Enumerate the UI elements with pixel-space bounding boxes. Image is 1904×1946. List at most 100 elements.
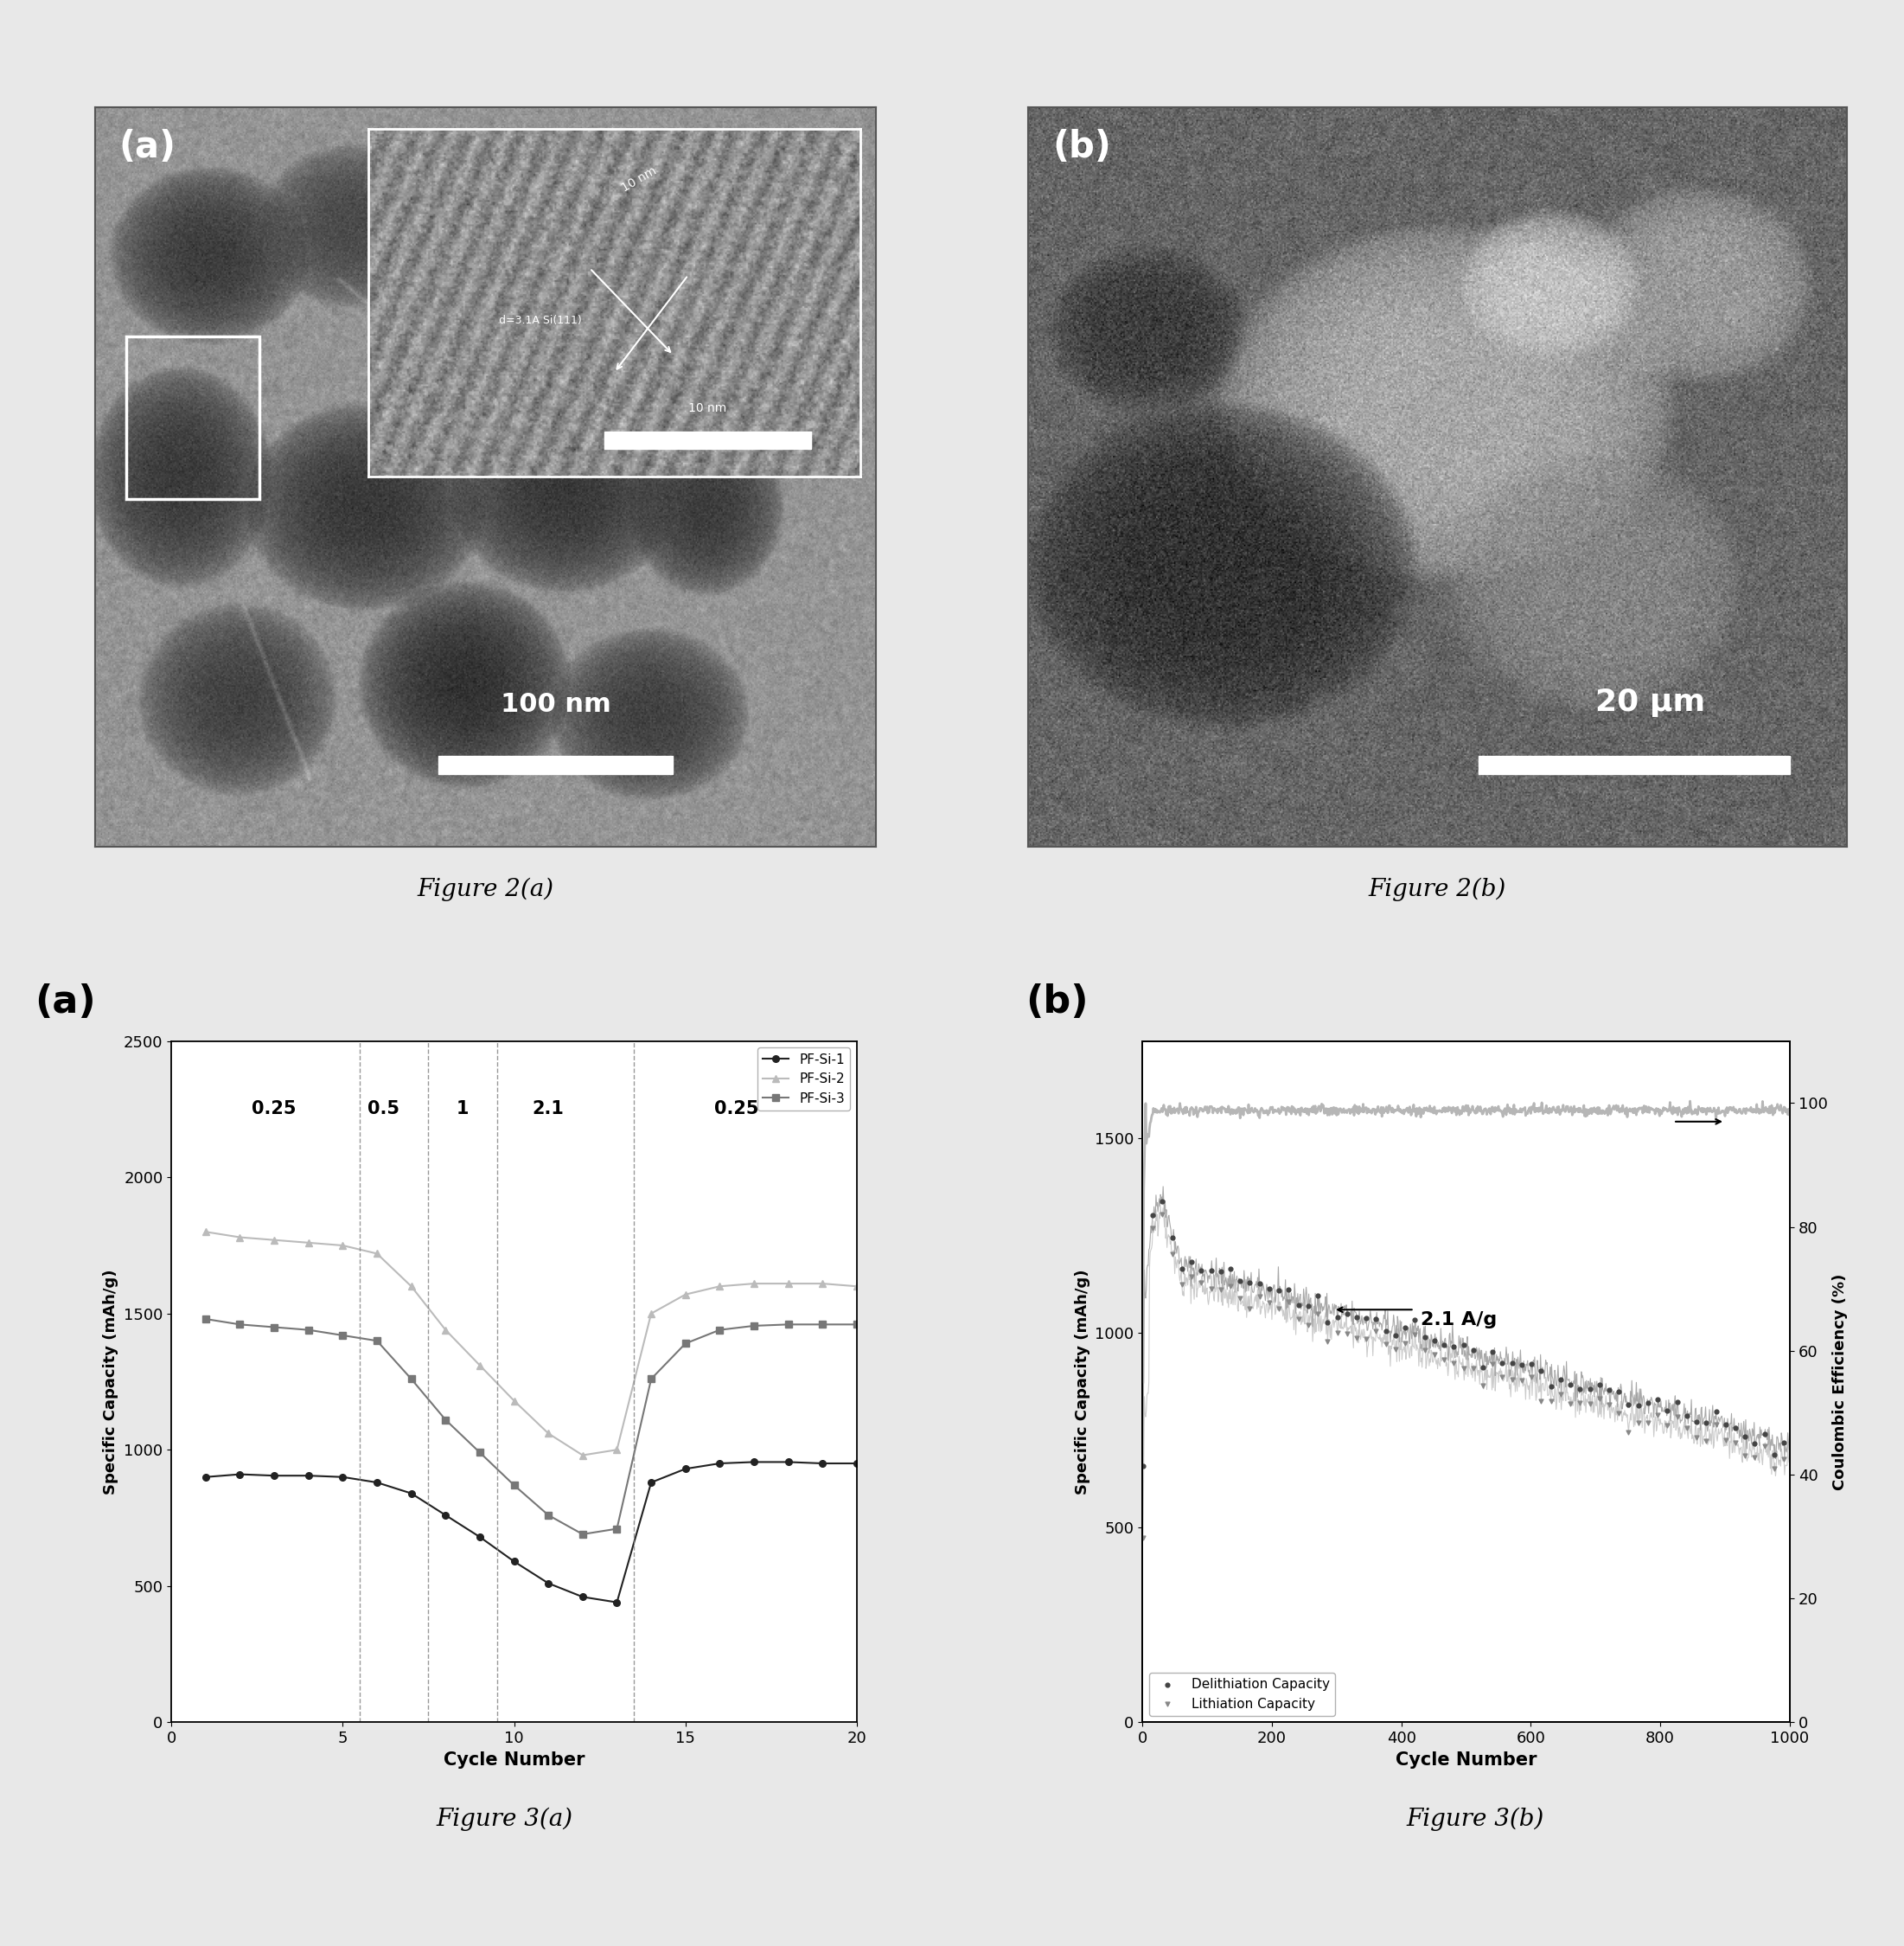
PF-Si-3	[640, 1368, 663, 1391]
Delithiation Capacity	[1731, 1421, 1761, 1452]
PF-Si-1	[434, 1504, 457, 1528]
Lithiation Capacity	[1575, 1389, 1605, 1421]
Text: (b): (b)	[1053, 128, 1112, 165]
Lithiation Capacity	[1740, 1442, 1771, 1473]
Delithiation Capacity	[1537, 1372, 1567, 1403]
Lithiation Capacity	[1409, 1335, 1439, 1366]
Lithiation Capacity	[1361, 1315, 1392, 1347]
Delithiation Capacity	[1506, 1349, 1537, 1380]
Delithiation Capacity	[1468, 1352, 1498, 1384]
Lithiation Capacity	[1264, 1294, 1295, 1325]
Delithiation Capacity	[1331, 1298, 1361, 1329]
Text: 0.25: 0.25	[714, 1101, 760, 1117]
Delithiation Capacity	[1613, 1389, 1643, 1421]
PF-Si-3	[263, 1315, 286, 1339]
Delithiation Capacity	[1234, 1267, 1264, 1298]
PF-Si-1	[811, 1452, 834, 1475]
Lithiation Capacity	[1245, 1280, 1276, 1312]
Delithiation Capacity	[1399, 1304, 1430, 1335]
PF-Si-2	[468, 1354, 491, 1378]
Text: (b): (b)	[1026, 983, 1089, 1020]
PF-Si-3	[708, 1317, 731, 1341]
Delithiation Capacity	[1565, 1374, 1596, 1405]
Delithiation Capacity	[1516, 1349, 1546, 1380]
Lithiation Capacity	[1584, 1382, 1615, 1413]
Lithiation Capacity	[1283, 1304, 1314, 1335]
Lithiation Capacity	[1603, 1397, 1634, 1428]
Lithiation Capacity	[1769, 1444, 1799, 1475]
Line: PF-Si-1: PF-Si-1	[202, 1460, 861, 1605]
PF-Si-2	[845, 1275, 868, 1298]
Lithiation Capacity	[1634, 1407, 1664, 1438]
Lithiation Capacity	[1177, 1261, 1207, 1292]
Lithiation Capacity	[1537, 1386, 1567, 1417]
PF-Si-2	[228, 1226, 251, 1249]
Lithiation Capacity	[1205, 1275, 1236, 1306]
PF-Si-1	[400, 1481, 423, 1504]
Delithiation Capacity	[1449, 1329, 1479, 1360]
PF-Si-2	[743, 1273, 765, 1296]
Lithiation Capacity	[1506, 1364, 1537, 1395]
Text: (a): (a)	[118, 128, 175, 165]
Lithiation Capacity	[1439, 1347, 1470, 1378]
Delithiation Capacity	[1302, 1280, 1333, 1312]
Lithiation Capacity	[1478, 1349, 1508, 1380]
PF-Si-1	[263, 1463, 286, 1487]
Delithiation Capacity	[1352, 1302, 1382, 1333]
PF-Si-2	[777, 1273, 800, 1296]
Lithiation Capacity	[1342, 1321, 1373, 1352]
PF-Si-3	[605, 1518, 628, 1541]
Lithiation Capacity	[1556, 1389, 1586, 1421]
Text: 0.25: 0.25	[251, 1101, 297, 1117]
Delithiation Capacity	[1321, 1302, 1352, 1333]
Lithiation Capacity	[1468, 1370, 1498, 1401]
Lithiation Capacity	[1719, 1426, 1750, 1458]
PF-Si-1	[537, 1572, 560, 1596]
Lithiation Capacity	[1458, 1352, 1489, 1384]
Delithiation Capacity	[1264, 1275, 1295, 1306]
Lithiation Capacity	[1691, 1424, 1721, 1456]
PF-Si-3	[297, 1317, 320, 1341]
Text: 1: 1	[457, 1101, 468, 1117]
Lithiation Capacity	[1653, 1409, 1683, 1440]
Lithiation Capacity	[1167, 1269, 1198, 1300]
Delithiation Capacity	[1127, 1450, 1158, 1481]
PF-Si-3	[228, 1314, 251, 1337]
PF-Si-2	[503, 1389, 526, 1413]
Delithiation Capacity	[1594, 1374, 1624, 1405]
Lithiation Capacity	[1371, 1329, 1401, 1360]
Y-axis label: Coulombic Efficiency (%): Coulombic Efficiency (%)	[1832, 1273, 1847, 1491]
Delithiation Capacity	[1497, 1349, 1527, 1380]
Text: Figure 2(b): Figure 2(b)	[1369, 878, 1506, 901]
PF-Si-2	[605, 1438, 628, 1461]
Y-axis label: Specific Capacity (mAh/g): Specific Capacity (mAh/g)	[103, 1269, 118, 1495]
PF-Si-3	[845, 1314, 868, 1337]
Delithiation Capacity	[1546, 1364, 1577, 1395]
Delithiation Capacity	[1158, 1222, 1188, 1253]
Text: 2.1 A/g: 2.1 A/g	[1420, 1312, 1497, 1329]
PF-Si-1	[777, 1450, 800, 1473]
Lithiation Capacity	[1158, 1238, 1188, 1269]
PF-Si-2	[811, 1273, 834, 1296]
Lithiation Capacity	[1622, 1407, 1653, 1438]
X-axis label: Cycle Number: Cycle Number	[444, 1751, 585, 1769]
PF-Si-1	[194, 1465, 217, 1489]
Bar	[126, 337, 259, 498]
Delithiation Capacity	[1371, 1315, 1401, 1347]
Lithiation Capacity	[1215, 1271, 1245, 1302]
Delithiation Capacity	[1719, 1413, 1750, 1444]
Delithiation Capacity	[1380, 1319, 1411, 1351]
Text: (a): (a)	[34, 983, 95, 1020]
Lithiation Capacity	[1390, 1327, 1420, 1358]
Lithiation Capacity	[1731, 1440, 1761, 1471]
Lithiation Capacity	[1700, 1409, 1731, 1440]
Delithiation Capacity	[1342, 1302, 1373, 1333]
Delithiation Capacity	[1525, 1356, 1556, 1387]
Lithiation Capacity	[1196, 1273, 1226, 1304]
Lithiation Capacity	[1428, 1345, 1458, 1376]
PF-Si-2	[571, 1444, 594, 1467]
PF-Si-3	[743, 1314, 765, 1337]
Lithiation Capacity	[1750, 1430, 1780, 1461]
PF-Si-1	[503, 1549, 526, 1572]
Lithiation Capacity	[1710, 1424, 1740, 1456]
